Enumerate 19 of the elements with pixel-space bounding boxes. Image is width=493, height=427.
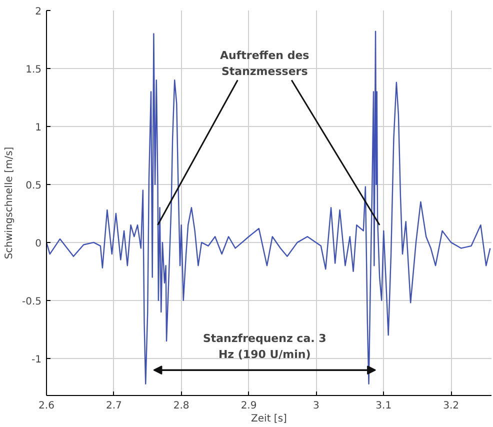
line-series: [46, 30, 491, 385]
x-tick-label: 2.6: [38, 400, 54, 412]
y-tick-label: 1.5: [26, 64, 42, 76]
y-tick-label: -1: [32, 354, 42, 366]
x-tick-label: 2.7: [106, 400, 122, 412]
x-tick-label: 2.9: [240, 400, 257, 412]
annotation: Stanzfrequenz ca. 3 Hz (190 U/min): [202, 332, 326, 361]
x-tick-label: 2.8: [173, 400, 190, 412]
y-axis-title: Schwingschnelle [m/s]: [4, 146, 15, 260]
y-tick-label: 1: [35, 122, 42, 134]
y-tick-label: 0.5: [26, 180, 42, 192]
x-tick-label: 3.1: [376, 400, 392, 412]
x-axis-title: Zeit [s]: [251, 414, 288, 424]
x-tick-label: 3.2: [443, 400, 459, 412]
y-tick-label: 2: [35, 6, 42, 18]
x-tick-label: 3: [313, 400, 320, 412]
y-tick-label: 0: [35, 238, 42, 250]
annotation: Auftreffen des Stanzmessers: [220, 49, 310, 78]
y-tick-label: -0.5: [22, 296, 42, 308]
